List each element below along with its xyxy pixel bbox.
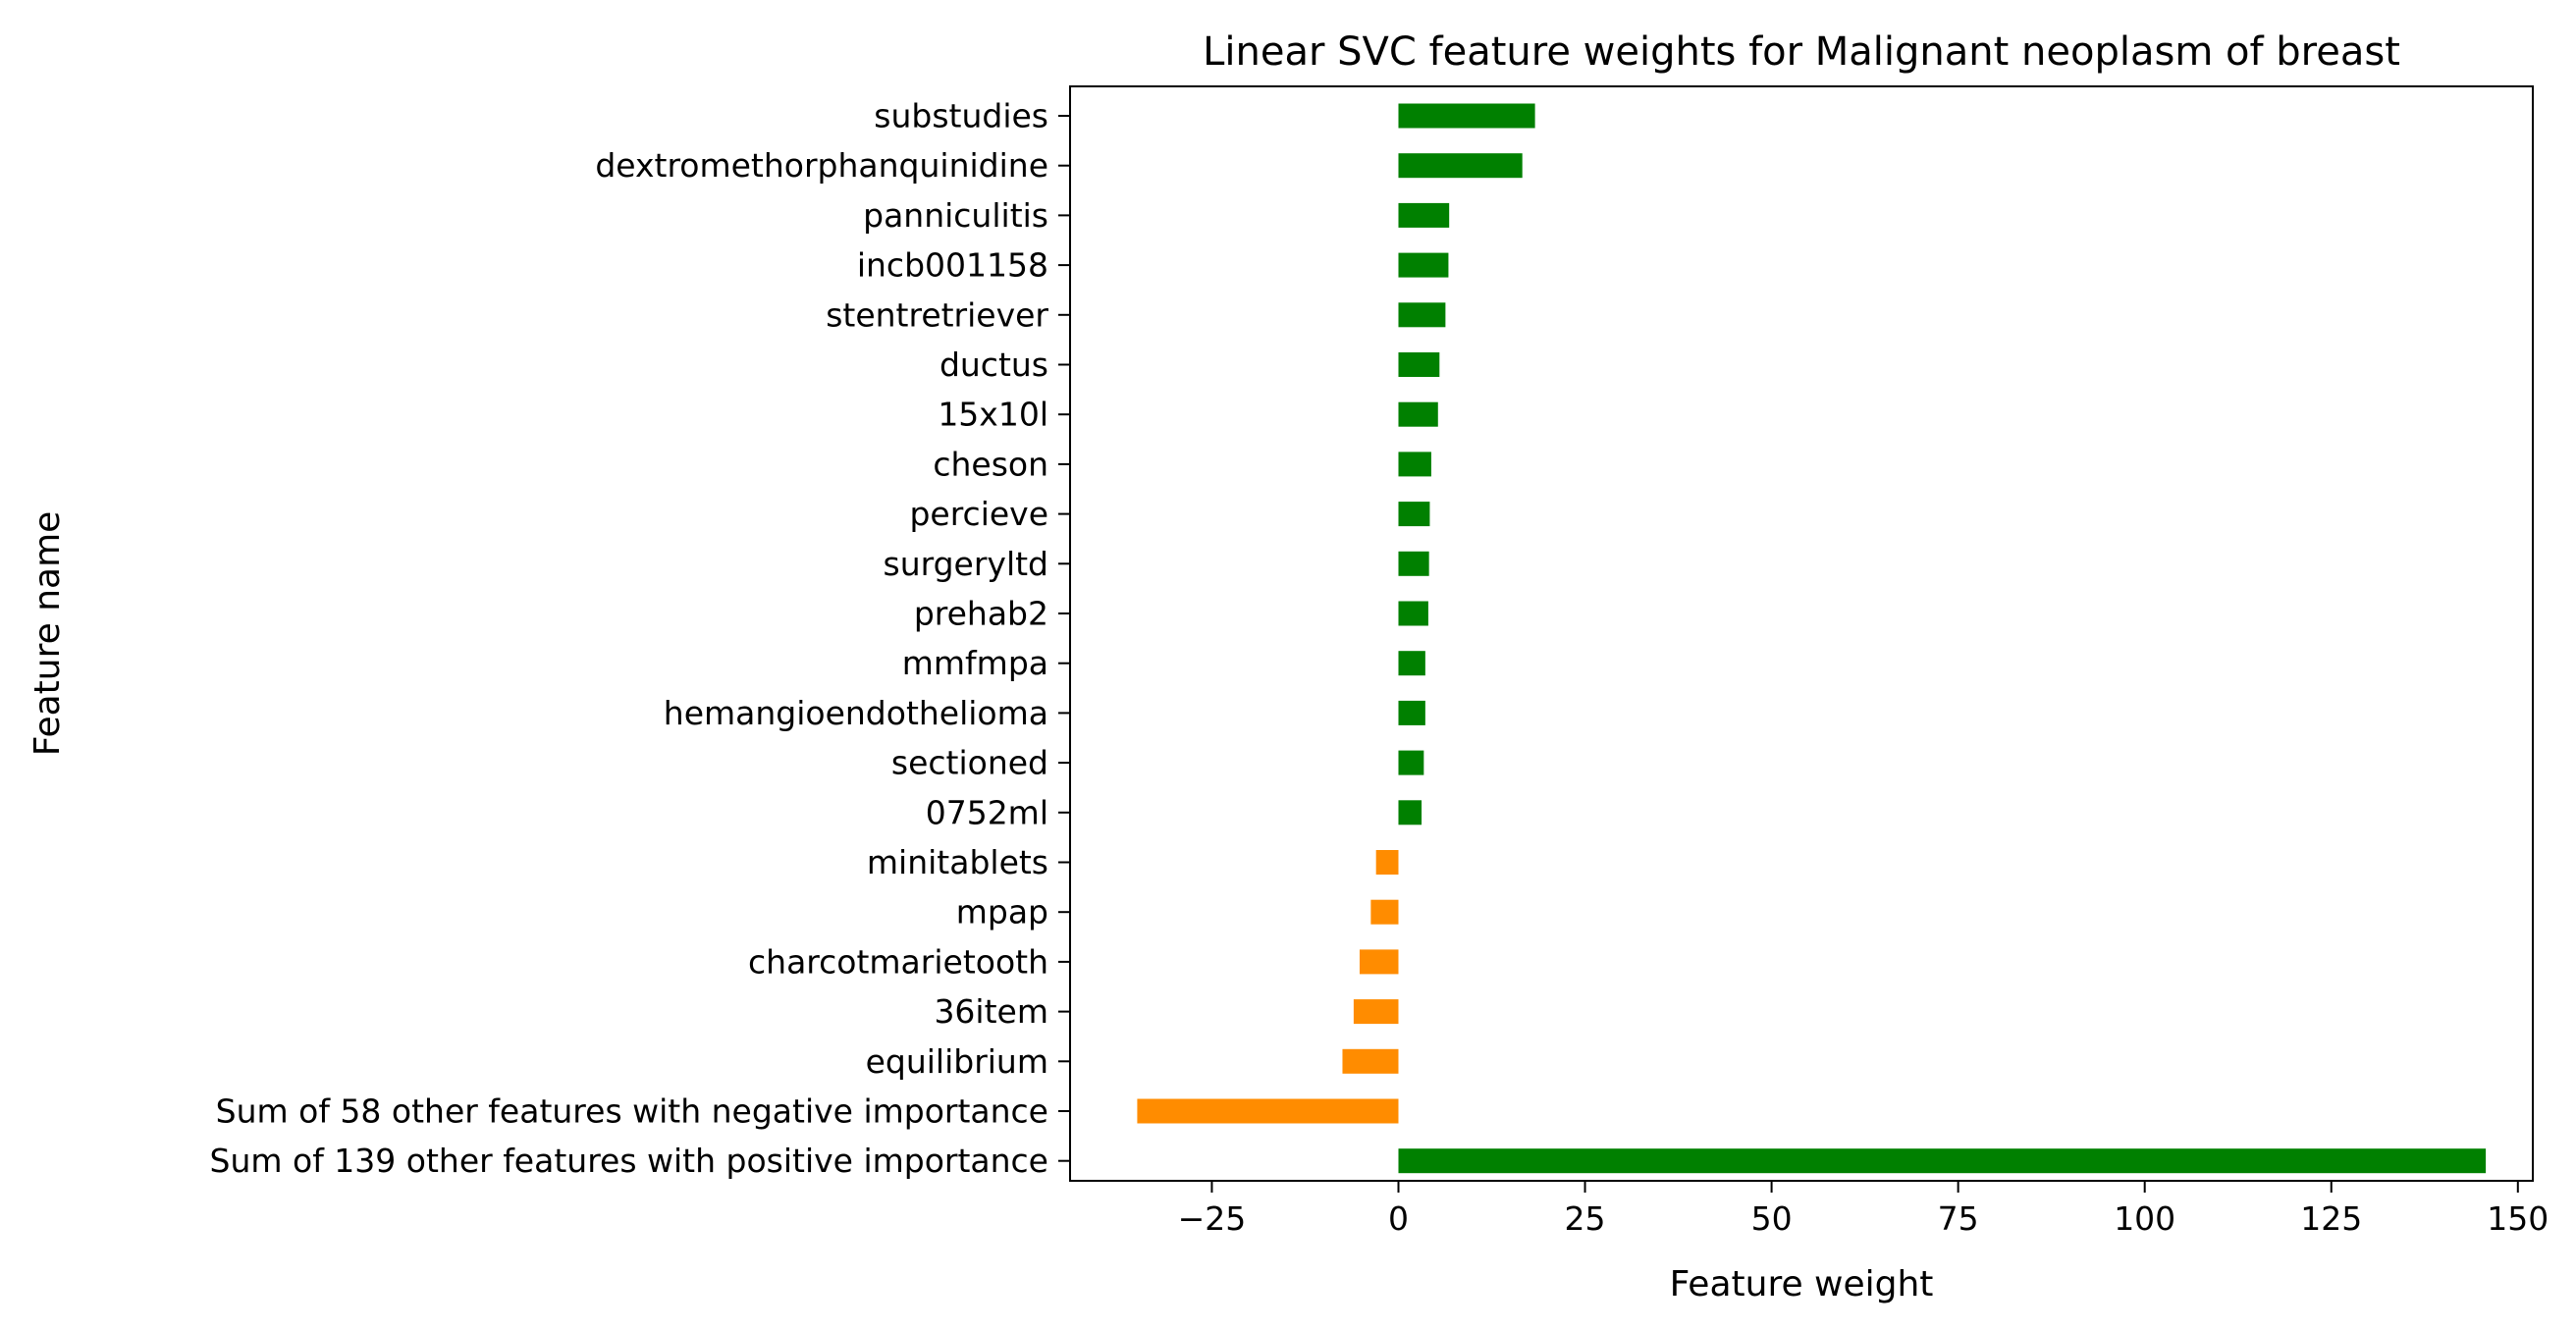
bar	[1398, 153, 1523, 179]
x-tick-label: 0	[1388, 1199, 1409, 1238]
y-tick-label: mpap	[956, 893, 1048, 931]
y-tick-label: surgeryltd	[884, 545, 1049, 583]
bar	[1398, 601, 1428, 626]
plot-frame	[1069, 85, 2534, 1182]
y-tick-label: sectioned	[891, 744, 1048, 782]
y-tick-label: percieve	[909, 495, 1048, 533]
y-tick-label: dextromethorphanquinidine	[595, 146, 1048, 185]
bar	[1375, 850, 1399, 875]
bar	[1398, 551, 1429, 576]
x-tick-label: 75	[1938, 1199, 1979, 1238]
y-tick-label: 15x10l	[938, 396, 1048, 434]
y-tick-label: equilibrium	[866, 1042, 1048, 1081]
bar	[1398, 252, 1449, 278]
bar	[1398, 352, 1440, 377]
bar	[1398, 401, 1438, 427]
y-axis-ticks: substudies dextromethorphanquinidine panni…	[210, 97, 1070, 1180]
y-tick-label: cheson	[933, 445, 1048, 483]
bar	[1398, 502, 1430, 527]
y-tick-label: prehab2	[914, 595, 1048, 633]
bar	[1398, 452, 1431, 477]
bar	[1398, 750, 1424, 775]
x-axis-label: Feature weight	[1670, 1264, 1934, 1304]
x-tick-label: 125	[2300, 1199, 2362, 1238]
bar	[1398, 1148, 2487, 1174]
x-tick-label: 50	[1751, 1199, 1793, 1238]
x-tick-label: −25	[1178, 1199, 1247, 1238]
bar	[1398, 202, 1450, 228]
bar	[1398, 651, 1425, 676]
y-tick-label: ductus	[939, 346, 1048, 384]
bar	[1398, 700, 1425, 725]
y-tick-label: charcotmarietooth	[748, 942, 1048, 981]
bar	[1398, 103, 1535, 129]
y-tick-label: Sum of 139 other features with positive …	[210, 1142, 1048, 1180]
y-tick-label: Sum of 58 other features with negative i…	[216, 1092, 1048, 1131]
bar	[1353, 999, 1399, 1025]
x-tick-label: 150	[2487, 1199, 2549, 1238]
y-tick-label: incb001158	[857, 246, 1048, 285]
y-tick-label: 0752ml	[926, 793, 1048, 831]
y-tick-label: hemangioendothelioma	[664, 694, 1048, 732]
y-tick-label: stentretriever	[826, 295, 1048, 334]
y-tick-label: panniculitis	[863, 196, 1048, 235]
bar	[1359, 949, 1399, 975]
y-axis-label: Feature name	[27, 511, 68, 757]
x-tick-label: 25	[1565, 1199, 1606, 1238]
chart-title: Linear SVC feature weights for Malignant…	[1203, 29, 2400, 75]
y-tick-label: minitablets	[867, 843, 1048, 881]
y-tick-label: substudies	[874, 97, 1048, 135]
bar	[1342, 1048, 1399, 1074]
y-tick-label: mmfmpa	[902, 644, 1048, 682]
bar	[1398, 800, 1422, 825]
bar	[1370, 899, 1399, 925]
bar	[1398, 302, 1446, 328]
bar	[1137, 1098, 1399, 1124]
bars-layer	[1137, 103, 2487, 1174]
y-tick-label: 36item	[934, 992, 1048, 1031]
x-tick-label: 100	[2114, 1199, 2175, 1238]
x-axis-ticks: −25 0 25 50 75 100 125 150	[1178, 1181, 2549, 1238]
